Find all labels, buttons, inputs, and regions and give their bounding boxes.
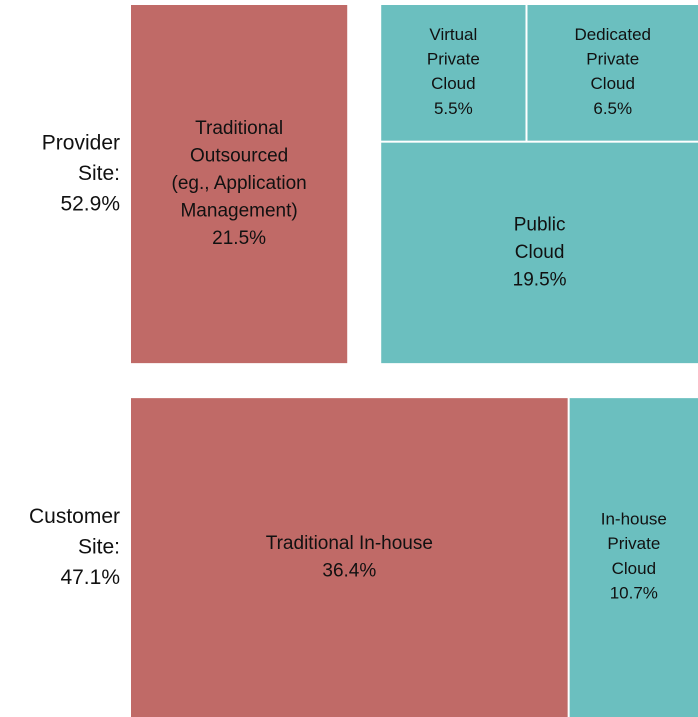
cell-label-line: Private [586,50,639,69]
cell-label-line: Cloud [612,559,656,578]
group-label-line: Customer [29,505,120,528]
cell-label-line: Management) [180,201,297,222]
cell-label-line: Outsourced [190,146,288,167]
treemap-cell [131,5,348,364]
cell-label-line: Virtual [429,25,477,44]
cell-label: Traditional Outsourced (eg., Application Ma… [172,118,307,249]
treemap-cell [131,398,568,717]
cell-label: Public Cloud 19.5% [513,214,567,290]
cell-label: Dedicated Private Cloud 6.5% [574,25,651,118]
cell-label-line: (eg., Application [172,173,307,194]
cell-label: Traditional In-house 36.4% [266,533,433,582]
cell-label-line: Cloud [591,75,635,94]
cell-label-line: 21.5% [212,228,266,249]
treemap-cell [381,142,698,364]
cell-label-line: Traditional In-house [266,533,433,554]
cell-label: Virtual Private Cloud 5.5% [427,25,480,118]
group-label: Customer Site: 47.1% [29,505,120,589]
cell-label-line: Public [514,214,566,235]
cell-label-line: 5.5% [434,99,473,118]
cell-label-line: In-house [601,510,667,529]
cell-label-line: Dedicated [574,25,651,44]
treemap-cell [381,5,526,141]
group-label-line: 47.1% [60,566,120,589]
cell-label-line: Cloud [515,242,565,263]
cell-label-line: Private [607,535,660,554]
cell-label-line: Cloud [431,75,475,94]
cell-label-line: Private [427,50,480,69]
group-label-line: Site: [78,162,120,185]
group-label-line: Provider [42,131,120,154]
cell-label-line: 19.5% [513,269,567,290]
cell-label-line: 10.7% [610,584,658,603]
cell-label: In-house Private Cloud 10.7% [601,510,667,603]
group-label-line: 52.9% [60,192,120,215]
cell-label-line: 6.5% [593,99,632,118]
group-label-line: Site: [78,535,120,558]
cell-label-line: Traditional [195,118,283,139]
treemap-cell [569,398,698,717]
group-label: Provider Site: 52.9% [42,131,120,215]
treemap-cell [527,5,698,141]
cell-label-line: 36.4% [322,560,376,581]
